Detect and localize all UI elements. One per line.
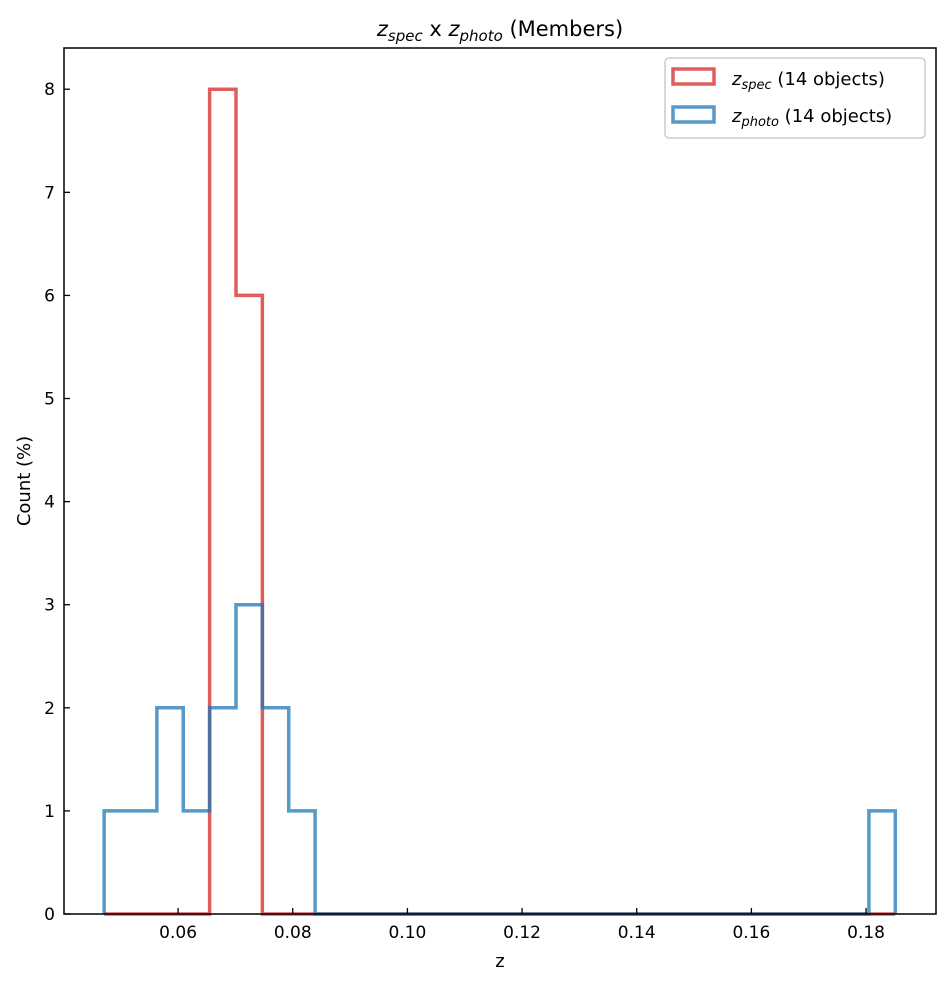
x-tick-label: 0.18 <box>847 923 885 943</box>
histogram-step-z-photo <box>102 602 898 916</box>
x-tick-label: 0.12 <box>503 923 541 943</box>
legend-swatch-spec <box>671 67 716 86</box>
x-tick-label: 0.10 <box>388 923 426 943</box>
x-tick-label: 0.16 <box>732 923 770 943</box>
plot-frame <box>63 47 937 915</box>
y-tick-label: 8 <box>44 80 55 100</box>
svg-text:zspec x zphoto (Members): zspec x zphoto (Members) <box>376 17 623 45</box>
y-tick-label: 4 <box>44 493 55 513</box>
x-tick-label: 0.14 <box>618 923 656 943</box>
y-tick-label: 7 <box>44 183 55 203</box>
y-tick-label: 6 <box>44 286 55 306</box>
chart-title: zspec x zphoto (Members) <box>376 17 623 45</box>
legend-box <box>664 57 926 139</box>
y-tick-label: 1 <box>44 802 55 822</box>
legend-label-spec: zspec (14 objects) <box>731 69 885 93</box>
y-tick-label: 3 <box>44 596 55 616</box>
legend-label-photo: zphoto (14 objects) <box>731 106 892 130</box>
x-tick-label: 0.06 <box>159 923 197 943</box>
histogram-step-z-spec <box>104 87 896 916</box>
x-tick-label: 0.08 <box>274 923 312 943</box>
legend-swatch-photo <box>671 105 716 124</box>
legend: zspec (14 objects) zphoto (14 objects) <box>664 57 926 139</box>
y-tick-label: 0 <box>44 905 55 925</box>
y-tick-label: 2 <box>44 699 55 719</box>
y-tick-label: 5 <box>44 390 55 410</box>
x-axis-label: z <box>495 951 504 972</box>
y-axis-label: Count (%) <box>14 436 35 526</box>
